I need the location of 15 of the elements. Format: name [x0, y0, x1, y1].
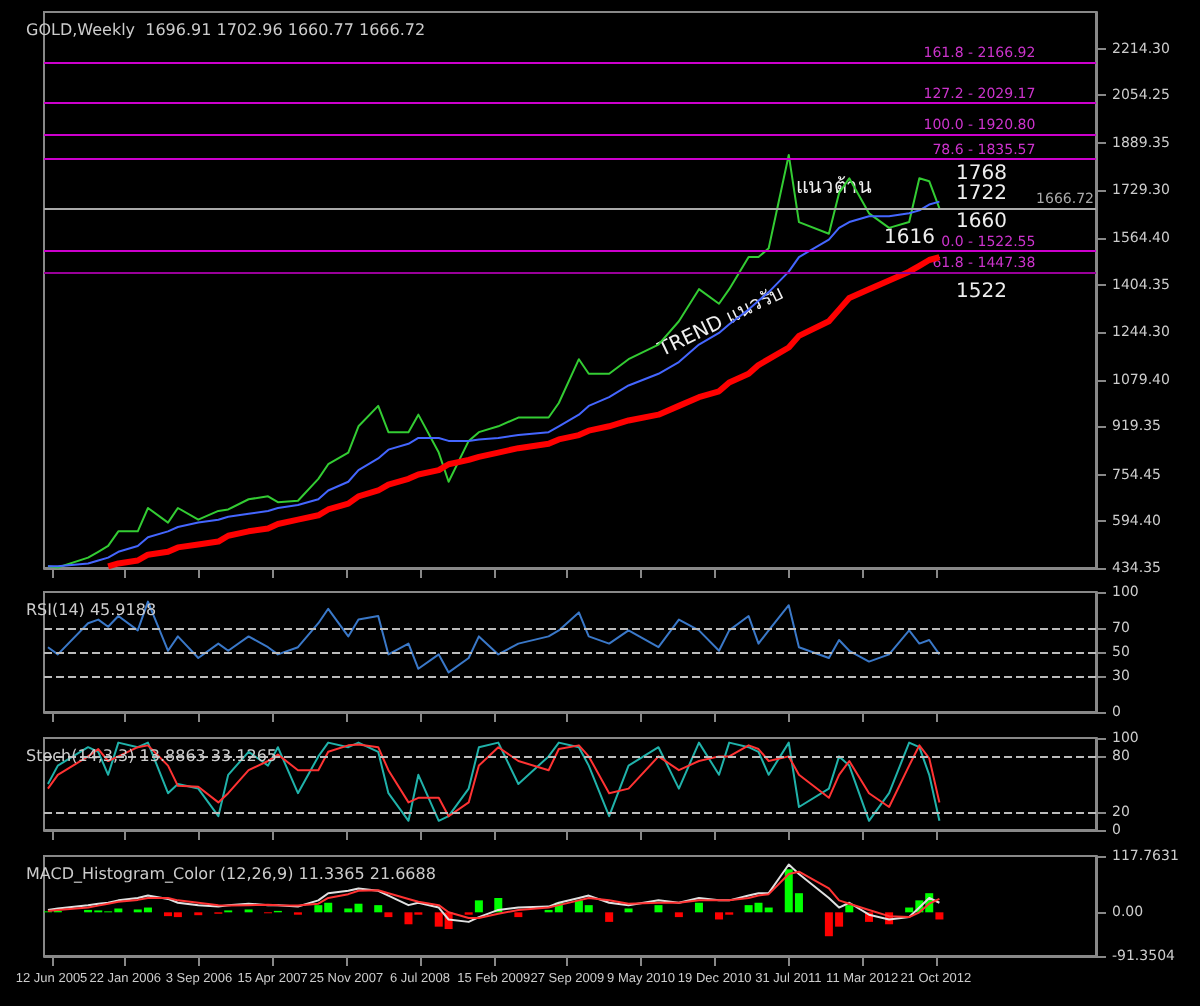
- bar: [605, 912, 614, 922]
- annotation: 1522: [956, 281, 1007, 303]
- annotation: 1722: [956, 183, 1007, 205]
- bar: [374, 905, 383, 913]
- bar: [674, 912, 683, 918]
- bar: [384, 912, 393, 918]
- bar: [654, 905, 663, 913]
- annotation: 1768: [956, 163, 1007, 185]
- bar: [514, 912, 523, 918]
- bar: [845, 905, 854, 913]
- bar: [935, 912, 944, 920]
- bar: [694, 902, 703, 913]
- annotation: 1616: [884, 227, 935, 249]
- annotation: 1660: [956, 211, 1007, 233]
- bar: [474, 900, 483, 913]
